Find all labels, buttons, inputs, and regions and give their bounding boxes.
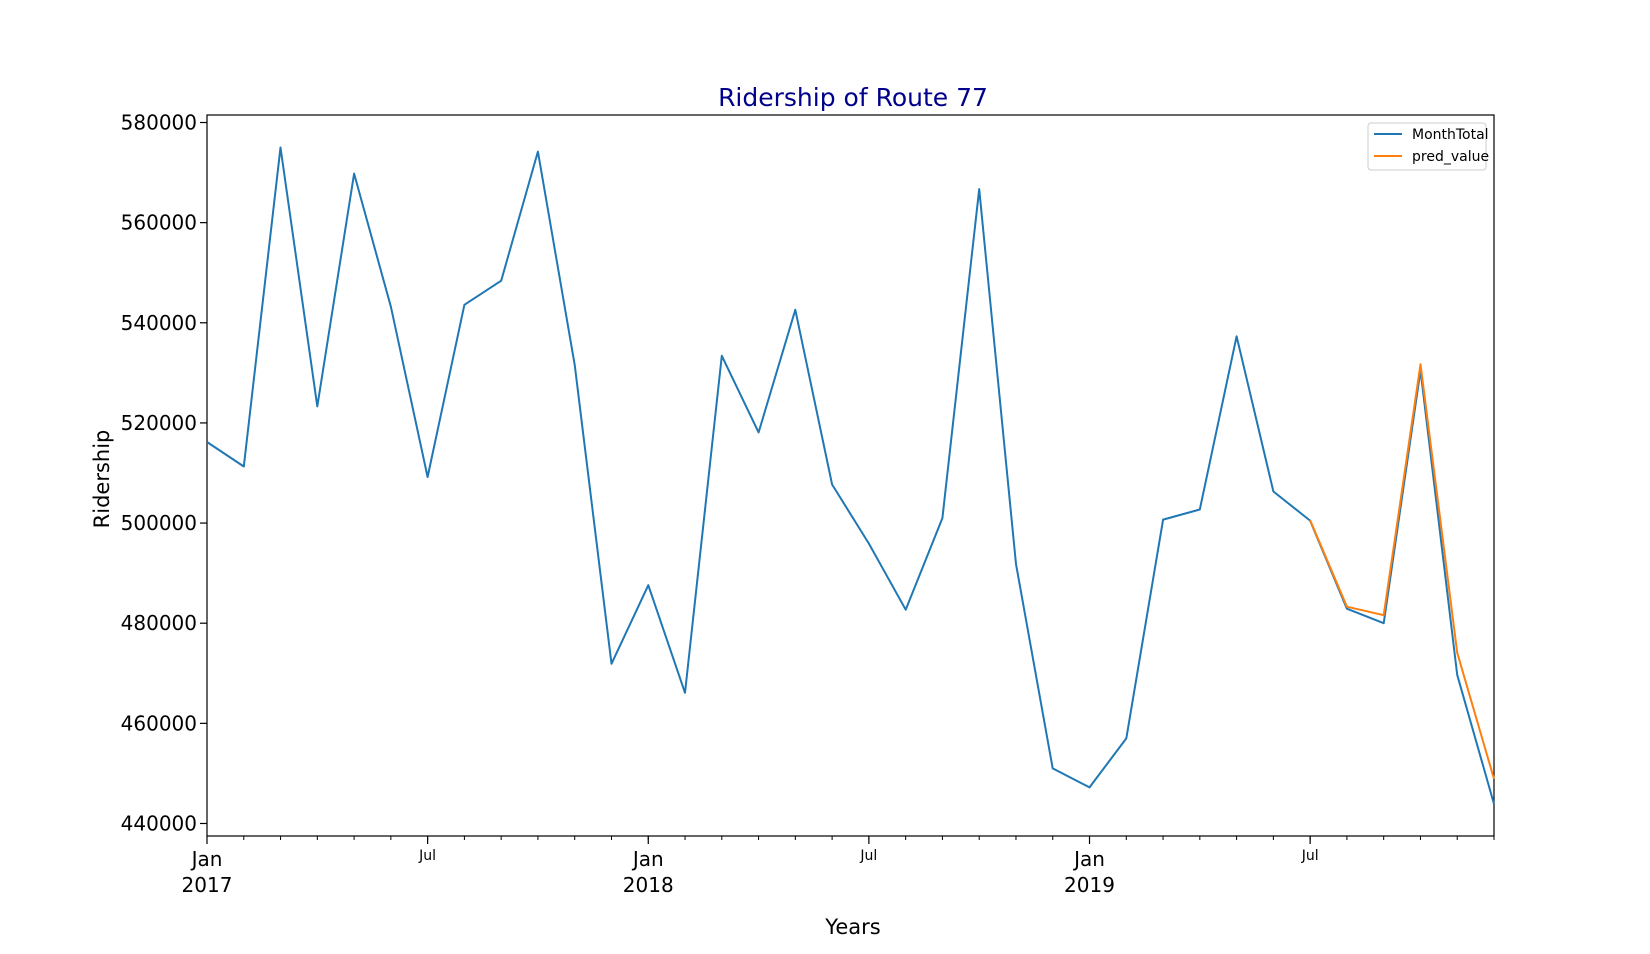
y-tick-label: 580000 (121, 111, 197, 135)
y-axis-label: Ridership (90, 430, 114, 529)
x-tick-label: Jan (631, 847, 664, 871)
plot-frame (206, 114, 1495, 837)
legend: MonthTotal pred_value (1367, 122, 1489, 171)
chart-title: Ridership of Route 77 (718, 83, 988, 112)
y-tick-label: 520000 (121, 411, 197, 435)
x-tick-year-label: 2018 (623, 873, 674, 897)
y-tick-label: 560000 (121, 211, 197, 235)
x-tick-label: Jan (1072, 847, 1105, 871)
x-axis-label: Years (824, 915, 880, 939)
x-tick-label: Jan (190, 847, 223, 871)
y-tick-label: 500000 (121, 511, 197, 535)
y-tick-label: 540000 (121, 311, 197, 335)
plot-area: 440000 460000 480000 500000 520000 540000 5600… (121, 111, 1495, 897)
x-tick-year-label: 2019 (1064, 873, 1115, 897)
x-tick-label: Jul (418, 848, 436, 864)
y-tick-label: 460000 (121, 711, 197, 735)
y-tick-label: 440000 (121, 811, 197, 835)
legend-label: pred_value (1412, 149, 1489, 165)
series-line-monthtotal (206, 146, 1495, 805)
y-tick-label: 480000 (121, 611, 197, 635)
x-tick-label: Jul (859, 848, 877, 864)
legend-label: MonthTotal (1412, 127, 1489, 143)
series-line-pred-value (1309, 363, 1495, 780)
x-tick-year-label: 2017 (182, 873, 233, 897)
x-tick-label: Jul (1301, 848, 1319, 864)
